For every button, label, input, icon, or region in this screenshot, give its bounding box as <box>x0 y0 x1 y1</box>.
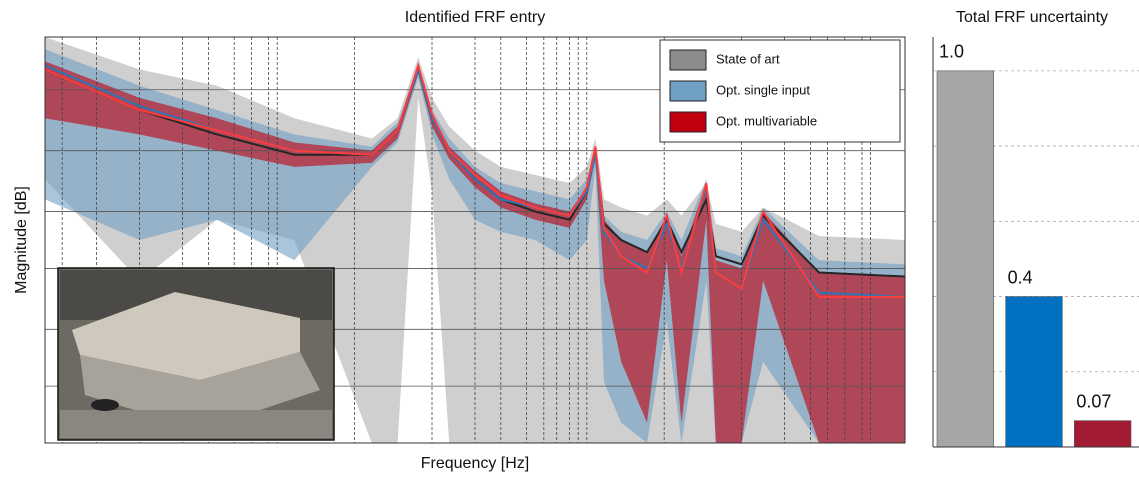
lines <box>44 61 906 298</box>
chart-title: Identified FRF entry <box>405 9 546 26</box>
bar <box>936 70 994 448</box>
line <box>44 61 905 298</box>
legend-label: Opt. multivariable <box>716 113 817 128</box>
legend-swatch <box>669 49 707 71</box>
photo-stage <box>72 292 300 380</box>
photo-object <box>91 399 119 411</box>
plot-area: 1.0 0.4 0.07 <box>932 37 1139 448</box>
x-axis-label: Frequency [Hz] <box>421 455 529 472</box>
legend: State of art Opt. single input Opt. multiv… <box>659 39 901 143</box>
plot-frame <box>44 36 906 444</box>
bar <box>1005 296 1063 448</box>
y-axis-label: Magnitude [dB] <box>13 186 30 294</box>
chart-title: Total FRF uncertainty <box>956 9 1108 26</box>
value-label: 0.07 <box>1076 391 1111 411</box>
uncertainty-band <box>45 61 905 444</box>
value-label: 0.4 <box>1008 267 1033 287</box>
legend-swatch <box>669 80 707 102</box>
bar <box>1074 420 1132 448</box>
legend-label: State of art <box>716 51 780 66</box>
legend-label: Opt. single input <box>716 82 810 97</box>
photo-inset <box>57 267 335 441</box>
photo-base <box>60 410 332 438</box>
legend-swatch <box>669 111 707 133</box>
value-label: 1.0 <box>939 42 964 62</box>
